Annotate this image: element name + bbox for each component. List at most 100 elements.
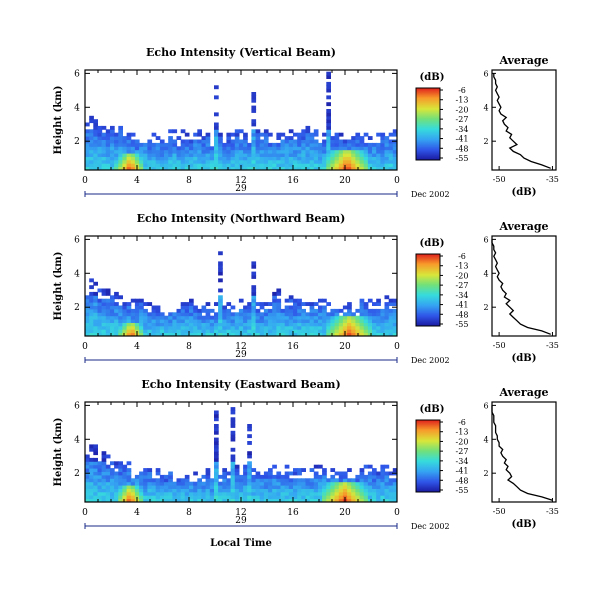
heatmap-cell [392, 146, 398, 151]
heatmap-cell [101, 315, 107, 320]
heatmap-cell [380, 319, 386, 323]
heatmap-cell [359, 146, 365, 151]
heatmap-cell [118, 136, 123, 140]
heatmap-cell [143, 498, 148, 503]
heatmap-cell [313, 464, 319, 469]
heatmap-cell [367, 491, 373, 496]
heatmap-cell [322, 474, 327, 479]
heatmap-cell [388, 315, 394, 320]
heatmap-cell [326, 498, 331, 503]
heatmap-cell [326, 325, 331, 330]
heatmap-cell [284, 498, 290, 503]
heatmap-cell [201, 159, 207, 164]
heatmap-cell [326, 125, 331, 130]
heatmap-cell [180, 319, 186, 323]
heatmap-cell [363, 485, 369, 489]
heatmap-cell [172, 498, 178, 503]
heatmap-cell [342, 478, 348, 483]
heatmap-cell [380, 478, 386, 483]
heatmap-cell [330, 166, 336, 171]
heatmap-cell [151, 485, 157, 489]
heatmap-cell [230, 166, 236, 171]
heatmap-cell [251, 163, 257, 168]
heatmap-cell [168, 312, 173, 317]
heatmap-cell [110, 495, 115, 500]
heatmap-cell [101, 159, 107, 164]
colorbar-unit: (dB) [420, 72, 445, 83]
heatmap-cell [164, 478, 169, 483]
heatmap-cell [93, 485, 98, 489]
heatmap-cell [85, 325, 90, 330]
colorbar-tick-label: -34 [456, 291, 469, 300]
heatmap-cell [309, 308, 315, 313]
heatmap-cell [89, 332, 94, 337]
heatmap-cell [230, 454, 236, 459]
day-label: 29 [235, 184, 247, 194]
heatmap-cell [201, 325, 207, 330]
heatmap-cell [388, 325, 394, 330]
heatmap-cell [93, 481, 98, 486]
heatmap-cell [176, 481, 182, 486]
heatmap-cell [218, 319, 223, 323]
heatmap-cell [126, 471, 132, 476]
heatmap-cell [255, 308, 261, 313]
heatmap-cell [338, 329, 344, 334]
heatmap-cell [276, 142, 282, 147]
heatmap-cell [226, 491, 232, 496]
heatmap-cell [380, 498, 386, 503]
heatmap-cell [392, 319, 398, 323]
heatmap-cell [218, 132, 223, 137]
heatmap-cell [251, 92, 257, 96]
heatmap-cell [134, 485, 140, 489]
heatmap-cell [255, 478, 261, 483]
heatmap-cell [168, 495, 173, 500]
heatmap-cell [110, 153, 115, 157]
heatmap-cell [284, 159, 290, 164]
heatmap-cell [313, 495, 319, 500]
heatmap-cell [118, 305, 123, 310]
heatmap-cell [184, 132, 190, 137]
heatmap-cell [251, 302, 257, 306]
heatmap-cell [110, 471, 115, 476]
heatmap-cell [155, 478, 161, 483]
heatmap-cell [176, 495, 182, 500]
heatmap-cell [372, 495, 377, 500]
heatmap-cell [105, 498, 111, 503]
x-tick-label: 16 [287, 508, 299, 518]
heatmap-cell [201, 315, 207, 320]
heatmap-cell [293, 308, 298, 313]
x-tick-label: 0 [394, 342, 400, 352]
heatmap-cell [85, 322, 90, 327]
heatmap-cell [97, 468, 103, 472]
heatmap-cell [114, 153, 119, 157]
heatmap-cell [313, 322, 319, 327]
heatmap-cell [367, 153, 373, 157]
heatmap-cell [139, 322, 144, 327]
heatmap-cell [197, 495, 202, 500]
heatmap-cell [305, 325, 311, 330]
heatmap-cell [263, 474, 269, 479]
heatmap-cell [164, 146, 169, 151]
heatmap-cell [359, 136, 365, 140]
heatmap-cell [214, 488, 219, 493]
heatmap-cell [234, 315, 240, 320]
heatmap-cell [243, 319, 248, 323]
heatmap-cell [139, 474, 144, 479]
heatmap-cell [159, 153, 165, 157]
heatmap-cell [164, 163, 169, 168]
heatmap-cell [89, 136, 94, 140]
heatmap-cell [114, 461, 119, 466]
heatmap-cell [251, 132, 257, 137]
panel-1: Echo Intensity (Northward Beam)0 4 8 12 16 20… [53, 212, 559, 365]
x-tick-label: 0 [82, 508, 88, 518]
heatmap-cell [338, 166, 344, 171]
heatmap-cell [359, 149, 365, 154]
heatmap-cell [392, 325, 398, 330]
heatmap-cell [114, 329, 119, 334]
heatmap-cell [392, 153, 398, 157]
heatmap-cell [230, 468, 236, 472]
heatmap-cell [388, 156, 394, 161]
heatmap-cell [97, 129, 103, 134]
heatmap-cell [288, 146, 294, 151]
heatmap-cell [334, 325, 340, 330]
